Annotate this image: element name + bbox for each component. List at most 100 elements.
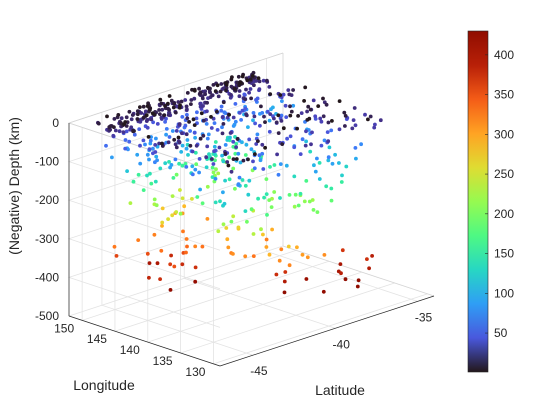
data-point xyxy=(185,112,189,117)
grid-line xyxy=(183,85,336,329)
data-point xyxy=(324,102,329,107)
data-point xyxy=(169,163,174,167)
data-point xyxy=(249,207,254,212)
data-point xyxy=(286,244,291,249)
data-point xyxy=(339,180,344,184)
data-point xyxy=(326,158,331,163)
data-point xyxy=(176,100,181,104)
data-point xyxy=(339,271,343,276)
data-point xyxy=(145,118,150,122)
data-point xyxy=(219,104,224,109)
data-point xyxy=(288,104,292,109)
data-point xyxy=(206,85,210,90)
data-point xyxy=(234,145,239,150)
data-point xyxy=(211,162,216,166)
data-point xyxy=(185,116,190,121)
data-point xyxy=(338,262,343,266)
data-point xyxy=(129,125,134,130)
data-point xyxy=(317,177,322,181)
data-point xyxy=(252,114,257,119)
data-point xyxy=(119,121,123,126)
data-point xyxy=(344,164,349,169)
data-point xyxy=(343,277,348,282)
data-point xyxy=(210,175,215,180)
data-point xyxy=(173,110,178,115)
data-point xyxy=(244,142,249,147)
data-point xyxy=(193,135,198,140)
data-point xyxy=(247,178,252,183)
data-point xyxy=(148,107,152,112)
data-point xyxy=(286,88,291,92)
data-point xyxy=(136,238,141,243)
data-point xyxy=(296,114,300,118)
data-point xyxy=(350,126,355,131)
data-point xyxy=(210,93,215,98)
z-tick-label: -400 xyxy=(35,270,59,284)
data-point xyxy=(373,122,377,127)
data-point xyxy=(213,89,218,94)
data-point xyxy=(205,100,210,105)
data-point xyxy=(302,99,306,103)
colorbar-tick-label: 250 xyxy=(494,167,514,181)
data-point xyxy=(296,203,301,208)
data-point xyxy=(247,137,252,142)
data-point xyxy=(228,95,233,100)
grid-line xyxy=(114,138,330,332)
data-point xyxy=(229,169,234,174)
x-axis-label: Latitude xyxy=(315,382,365,398)
data-point xyxy=(180,115,185,119)
data-point xyxy=(340,173,344,178)
y-tick-label: 140 xyxy=(120,343,140,357)
data-point xyxy=(313,114,318,119)
data-point xyxy=(166,106,171,111)
data-point xyxy=(149,181,154,186)
data-point xyxy=(225,115,230,120)
data-point xyxy=(210,157,214,161)
data-point xyxy=(204,155,209,160)
data-point xyxy=(220,131,225,136)
data-point xyxy=(153,179,158,184)
data-point xyxy=(225,237,230,242)
data-point xyxy=(246,157,250,162)
data-point xyxy=(173,157,178,162)
data-point xyxy=(222,201,227,206)
colorbar-tick-label: 400 xyxy=(494,48,514,62)
data-point xyxy=(280,142,285,147)
data-point xyxy=(216,94,221,99)
data-points xyxy=(96,70,383,295)
data-point xyxy=(245,78,250,83)
data-point xyxy=(276,172,281,177)
data-point xyxy=(298,152,303,157)
data-point xyxy=(145,152,150,157)
data-point xyxy=(285,136,289,141)
data-point xyxy=(215,127,220,132)
data-point xyxy=(157,108,162,112)
data-point xyxy=(250,74,255,78)
x-tick-label: -40 xyxy=(333,337,351,351)
data-point xyxy=(174,172,179,177)
data-point xyxy=(209,115,213,119)
z-tick-label: -300 xyxy=(35,232,59,246)
data-point xyxy=(216,171,221,176)
data-point xyxy=(177,122,182,126)
data-point xyxy=(131,179,136,184)
data-point xyxy=(150,111,155,116)
data-point xyxy=(289,109,294,114)
data-point xyxy=(326,139,331,144)
data-point xyxy=(141,188,146,193)
data-point xyxy=(177,140,182,145)
data-point xyxy=(249,147,254,152)
data-point xyxy=(193,265,198,270)
data-point xyxy=(274,272,279,277)
data-point xyxy=(304,129,308,134)
data-point xyxy=(205,109,209,114)
data-point xyxy=(163,161,168,166)
data-point xyxy=(132,129,136,133)
data-point xyxy=(366,117,370,122)
data-point xyxy=(138,105,142,109)
data-point xyxy=(148,171,152,176)
data-point xyxy=(248,87,253,91)
data-point xyxy=(145,104,150,108)
data-point xyxy=(229,77,234,82)
